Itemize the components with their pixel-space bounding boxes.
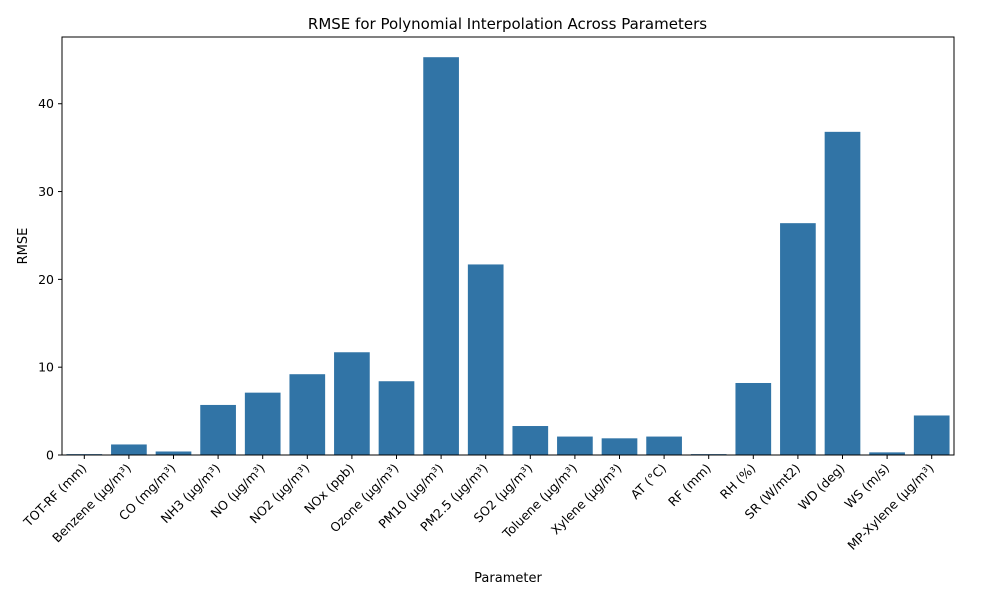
x-axis: TOT-RF (mm)Benzene (µg/m³)CO (mg/m³)NH3 …: [20, 455, 937, 553]
y-tick-label: 30: [38, 184, 54, 199]
bar: [111, 444, 147, 455]
bar-group: [66, 57, 950, 455]
bar: [334, 352, 370, 455]
bar: [200, 404, 236, 455]
x-tick-label: Benzene (µg/m³): [49, 461, 134, 546]
bar: [467, 264, 504, 455]
x-tick-label: AT (°C): [628, 461, 670, 503]
bar: [512, 426, 549, 455]
bar: [423, 57, 459, 455]
bar: [601, 438, 638, 455]
x-tick-label: MP-Xylene (µg/m³): [844, 461, 936, 553]
x-tick-label: RH (%): [717, 461, 759, 503]
y-tick-label: 0: [46, 448, 54, 463]
bar: [824, 131, 861, 455]
bar: [780, 223, 816, 455]
bar: [557, 436, 593, 455]
bar: [735, 382, 772, 455]
x-tick-label: WD (deg): [795, 461, 848, 514]
bar: [869, 452, 905, 455]
bar: [913, 415, 950, 455]
bar: [646, 436, 682, 455]
x-tick-label: RF (mm): [665, 461, 714, 510]
y-tick-label: 20: [38, 272, 54, 287]
bar: [244, 392, 281, 455]
x-tick-label: Toluene (µg/m³): [499, 461, 580, 542]
y-tick-label: 40: [38, 96, 54, 111]
y-axis-label: RMSE: [16, 228, 31, 265]
plot-frame: [61, 36, 955, 456]
bar: [155, 451, 192, 455]
bar: [378, 381, 415, 455]
chart-title: RMSE for Polynomial Interpolation Across…: [308, 15, 707, 33]
bar: [289, 374, 326, 455]
x-axis-label: Parameter: [474, 571, 542, 586]
y-tick-label: 10: [38, 360, 54, 375]
y-axis: 0 10 20 30 40: [38, 96, 62, 463]
